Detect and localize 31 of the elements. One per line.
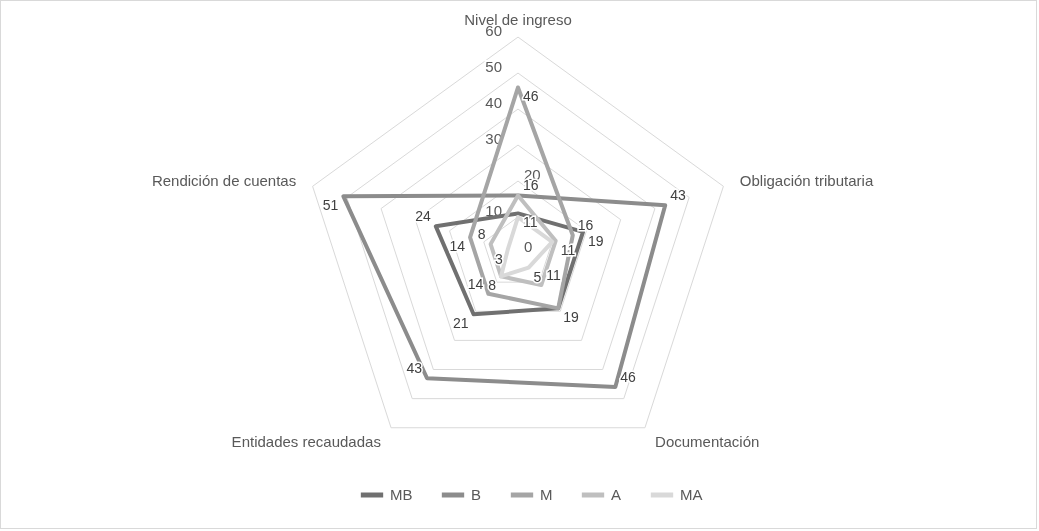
- legend-label: B: [471, 486, 482, 503]
- data-label: 19: [563, 309, 579, 326]
- legend-label: MA: [680, 486, 703, 503]
- legend-label: A: [611, 486, 622, 503]
- y-tick-label: 40: [485, 94, 502, 112]
- data-label: 14: [449, 238, 466, 255]
- spoke-label: Obligación tributaria: [739, 171, 874, 189]
- data-label: 16: [577, 217, 594, 234]
- data-label: 8: [477, 226, 486, 243]
- data-label: 14: [467, 275, 484, 292]
- y-tick-label: 50: [485, 58, 502, 76]
- data-label: 11: [523, 214, 538, 231]
- data-label: 21: [452, 315, 469, 332]
- legend-label: M: [540, 486, 553, 503]
- data-label: 3: [494, 250, 503, 267]
- data-label: 51: [322, 197, 339, 214]
- data-label: 46: [523, 88, 539, 105]
- spoke-label: Entidades recaudadas: [231, 432, 381, 450]
- spoke-label: Rendición de cuentas: [151, 171, 297, 189]
- data-label: 8: [488, 277, 497, 294]
- data-label: 5: [533, 268, 542, 285]
- data-label: 43: [406, 360, 423, 377]
- data-label: 43: [670, 187, 686, 204]
- data-label: 11: [546, 267, 562, 284]
- data-label: 24: [415, 208, 432, 225]
- data-label: 11: [560, 241, 576, 258]
- y-tick-label: 0: [524, 238, 533, 256]
- legend-label: MB: [390, 486, 413, 503]
- data-label: 19: [588, 232, 604, 249]
- data-label: 46: [620, 368, 637, 385]
- spoke-label: Documentación: [655, 432, 760, 450]
